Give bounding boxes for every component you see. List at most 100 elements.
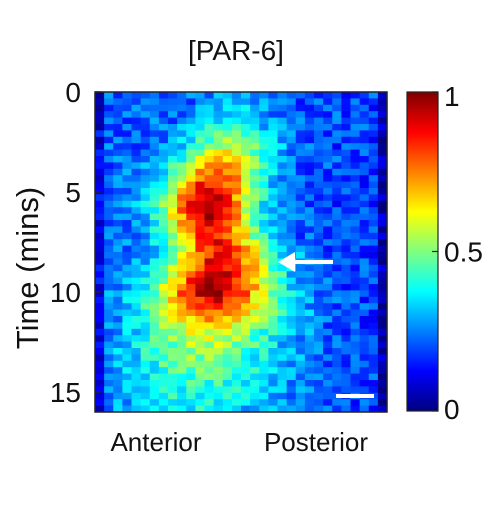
heatmap-cell — [195, 296, 205, 304]
heatmap-cell — [259, 341, 269, 349]
heatmap-cell — [250, 328, 260, 336]
heatmap-cell — [286, 92, 297, 99]
heatmap-cell — [341, 258, 351, 266]
heatmap-cell — [277, 341, 288, 349]
heatmap-cell — [277, 373, 288, 381]
heatmap-cell — [158, 124, 169, 131]
heatmap-cell — [377, 341, 388, 349]
heatmap-cell — [286, 290, 297, 298]
heatmap-cell — [186, 277, 196, 285]
heatmap-cell — [295, 309, 306, 317]
heatmap-cell — [104, 181, 114, 189]
heatmap-cell — [231, 220, 242, 227]
heatmap-cell — [332, 149, 342, 157]
heatmap-cell — [204, 258, 215, 266]
heatmap-cell — [186, 232, 196, 240]
heatmap-cell — [186, 143, 196, 150]
heatmap-cell — [204, 309, 215, 317]
heatmap-cell — [195, 207, 205, 214]
heatmap-cell — [295, 335, 306, 342]
heatmap-cell — [295, 143, 306, 150]
heatmap-cell — [177, 341, 187, 349]
heatmap-cell — [350, 335, 361, 342]
heatmap-cell — [241, 309, 251, 317]
heatmap-cell — [314, 354, 324, 362]
heatmap-cell — [195, 386, 205, 394]
heatmap-cell — [323, 322, 333, 330]
heatmap-cell — [250, 354, 260, 362]
heatmap-cell — [113, 399, 123, 406]
heatmap-cell — [377, 175, 388, 182]
heatmap-cell — [222, 296, 233, 304]
heatmap-cell — [286, 181, 297, 189]
heatmap-cell — [122, 213, 132, 221]
heatmap-cell — [295, 348, 306, 355]
heatmap-cell — [368, 252, 379, 259]
heatmap-cell — [277, 284, 288, 291]
heatmap-cell — [350, 284, 361, 291]
heatmap-cell — [204, 328, 215, 336]
heatmap-cell — [231, 226, 242, 234]
heatmap-cell — [259, 239, 269, 246]
heatmap-cell — [231, 168, 242, 176]
heatmap-cell — [314, 360, 324, 368]
heatmap-cell — [122, 386, 132, 394]
heatmap-cell — [295, 341, 306, 349]
heatmap-cell — [213, 239, 224, 246]
heatmap-cell — [332, 309, 342, 317]
heatmap-cell — [195, 124, 205, 131]
heatmap-cell — [277, 168, 288, 176]
heatmap-cell — [168, 373, 178, 381]
heatmap-cell — [158, 194, 169, 202]
heatmap-cell — [241, 143, 251, 150]
heatmap-cell — [295, 162, 306, 170]
heatmap-cell — [168, 226, 178, 234]
heatmap-cell — [213, 98, 224, 106]
heatmap-cell — [359, 322, 370, 330]
heatmap-cell — [131, 392, 142, 400]
heatmap-cell — [231, 98, 242, 106]
heatmap-cell — [295, 360, 306, 368]
heatmap-cell — [122, 188, 132, 195]
heatmap-cell — [359, 328, 370, 336]
heatmap-cell — [241, 162, 251, 170]
chart-title: [PAR-6] — [188, 35, 284, 66]
heatmap-cell — [323, 149, 333, 157]
heatmap-cell — [186, 380, 196, 387]
heatmap-cell — [231, 328, 242, 336]
heatmap-cell — [314, 162, 324, 170]
heatmap-cell — [368, 156, 379, 163]
heatmap-cell — [213, 296, 224, 304]
heatmap-cell — [259, 360, 269, 368]
heatmap-cell — [304, 117, 315, 125]
heatmap-cell — [359, 175, 370, 182]
heatmap-cell — [323, 399, 333, 406]
heatmap-cell — [286, 188, 297, 195]
heatmap-cell — [277, 124, 288, 131]
heatmap-cell — [186, 124, 196, 131]
heatmap-cell — [104, 316, 114, 323]
heatmap-cell — [286, 98, 297, 106]
heatmap-cell — [332, 136, 342, 144]
heatmap-cell — [131, 405, 142, 413]
heatmap-cell — [122, 156, 132, 163]
heatmap-cell — [268, 264, 278, 272]
heatmap-cell — [277, 156, 288, 163]
heatmap-cell — [377, 156, 388, 163]
heatmap-cell — [350, 386, 361, 394]
heatmap-cell — [277, 188, 288, 195]
heatmap-cell — [204, 335, 215, 342]
heatmap-cell — [231, 111, 242, 118]
heatmap-cell — [250, 143, 260, 150]
heatmap-cell — [295, 200, 306, 208]
heatmap-cell — [122, 200, 132, 208]
heatmap-cell — [149, 380, 160, 387]
heatmap-cell — [286, 124, 297, 131]
heatmap-cell — [341, 367, 351, 374]
heatmap-cell — [104, 220, 114, 227]
heatmap-cell — [140, 98, 151, 106]
heatmap-cell — [222, 392, 233, 400]
heatmap-cell — [314, 226, 324, 234]
heatmap-cell — [204, 92, 215, 99]
heatmap-cell — [259, 296, 269, 304]
